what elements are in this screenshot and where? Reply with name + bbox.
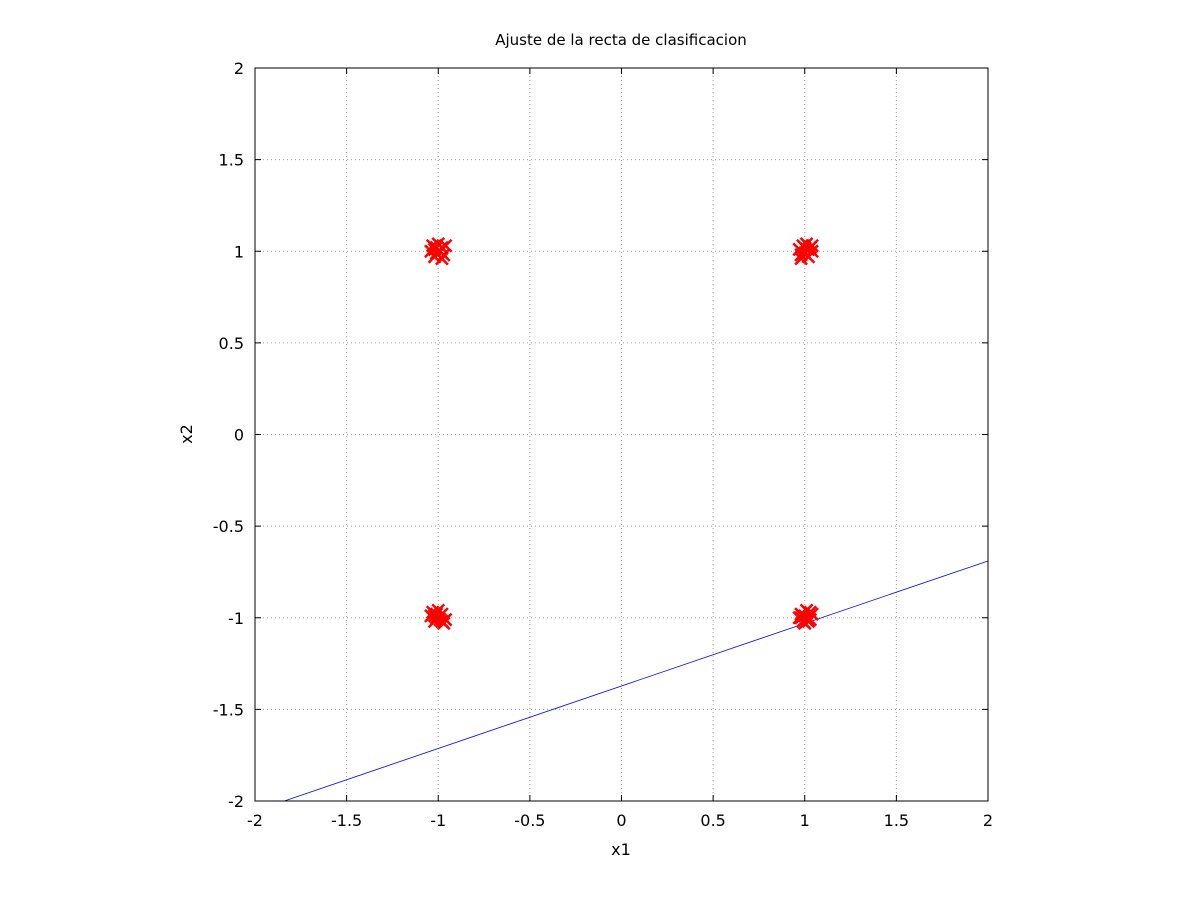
data-point xyxy=(794,607,808,621)
grid xyxy=(255,68,988,801)
axis-ticks: -2 -1.5 -1 -0.5 0 0.5 1 1.5 2 -2 -1.5 -1 -0.5 0 0.5 1 1.… xyxy=(213,59,993,830)
data-point xyxy=(797,616,812,631)
data-point xyxy=(429,607,444,621)
x-tick-label: 0.5 xyxy=(700,811,725,830)
x-tick-label: -1 xyxy=(430,811,446,830)
y-tick-label: 1.5 xyxy=(219,151,244,170)
y-tick-label: -1.5 xyxy=(213,700,244,719)
x-tick-label: -1.5 xyxy=(331,811,362,830)
classification-line xyxy=(284,560,989,802)
x-tick-label: 1.5 xyxy=(884,811,909,830)
data-point xyxy=(438,612,453,627)
x-tick-label: 1 xyxy=(800,811,810,830)
x-tick-label: -2 xyxy=(247,811,263,830)
y-tick-label: 0.5 xyxy=(219,334,244,353)
x-axis-label: x1 xyxy=(611,840,631,859)
x-tick-label: 2 xyxy=(983,811,993,830)
y-tick-label: -0.5 xyxy=(213,517,244,536)
x-tick-label: 0 xyxy=(616,811,626,830)
data-point xyxy=(805,238,819,253)
plot-frame xyxy=(254,67,989,802)
data-point xyxy=(805,244,819,259)
data-point xyxy=(794,248,808,262)
data-point xyxy=(435,614,449,629)
y-tick-label: 0 xyxy=(234,426,244,445)
chart-title: Ajuste de la recta de clasificacion xyxy=(495,31,747,49)
y-tick-label: -1 xyxy=(228,609,244,628)
data-point xyxy=(438,238,453,253)
y-tick-label: 2 xyxy=(234,59,244,78)
data-point xyxy=(435,251,449,266)
y-tick-label: -2 xyxy=(228,792,244,811)
y-axis-label: x2 xyxy=(177,424,196,444)
y-tick-label: 1 xyxy=(234,242,244,261)
x-tick-label: -0.5 xyxy=(514,811,545,830)
plot-area xyxy=(284,237,989,802)
data-point xyxy=(794,251,808,266)
